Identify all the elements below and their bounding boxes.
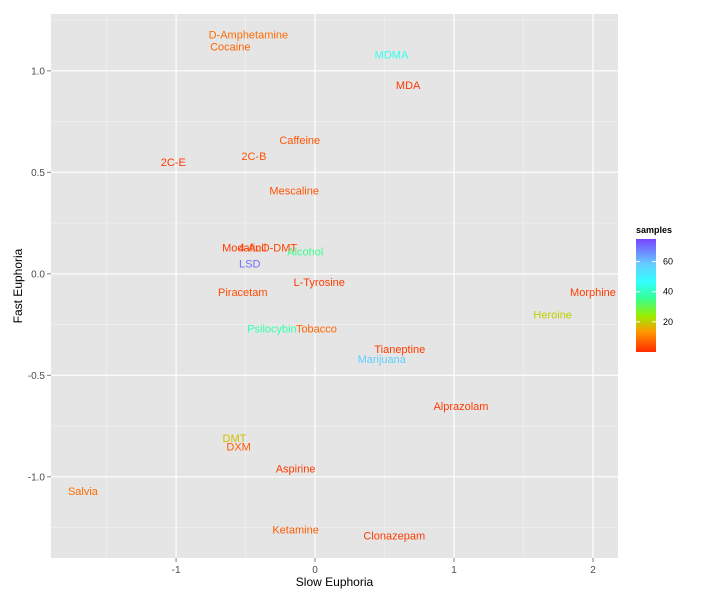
y-tick-label: -1.0	[28, 472, 46, 483]
x-tick-label: 2	[590, 565, 596, 576]
minor-gridlines	[51, 14, 618, 558]
point-label: Aspirine	[276, 464, 316, 476]
point-label: Mescaline	[269, 186, 319, 198]
point-label: Alcohol	[287, 246, 323, 258]
point-label: DMT	[223, 433, 247, 445]
legend-tick-label: 20	[663, 317, 673, 327]
legend-title: samples	[636, 225, 672, 235]
point-label: Caffeine	[279, 135, 320, 147]
point-label: MDA	[396, 80, 421, 92]
y-axis-ticks: 1.0 0.5 0.0 -0.5 -1.0	[28, 66, 51, 483]
point-label: Marijuana	[358, 354, 407, 366]
legend-tick-label: 60	[663, 257, 673, 267]
point-label: LSD	[239, 259, 260, 271]
y-tick-label: 0.0	[31, 269, 45, 280]
y-tick-label: 0.5	[31, 168, 45, 179]
x-axis-title: Slow Euphoria	[296, 575, 374, 589]
point-label: Tianeptine	[374, 344, 425, 356]
legend-ticks: 20 40 60	[636, 257, 673, 327]
point-label: Heroine	[533, 309, 572, 321]
x-tick-label: -1	[172, 565, 181, 576]
point-label: Ketamine	[272, 525, 318, 537]
point-label: Modafinil	[222, 242, 266, 254]
x-axis-ticks: -1 0 1 2	[172, 558, 596, 576]
point-label: Psilocybin	[247, 324, 297, 336]
major-gridlines	[51, 14, 618, 558]
point-label: Piracetam	[218, 287, 268, 299]
point-label: 4-AcO-DMT	[238, 242, 297, 254]
point-label: D-Amphetamine	[209, 29, 288, 41]
point-label: Alprazolam	[433, 401, 488, 413]
x-tick-label: 0	[312, 565, 318, 576]
point-label: Tobacco	[296, 324, 337, 336]
y-tick-label: 1.0	[31, 66, 45, 77]
x-tick-label: 1	[451, 565, 457, 576]
legend-tick-label: 40	[663, 287, 673, 297]
point-label: MDMA	[375, 50, 409, 62]
point-label: 2C-E	[161, 157, 186, 169]
y-axis-title: Fast Euphoria	[11, 248, 25, 323]
y-tick-label: -0.5	[28, 371, 46, 382]
point-label: Salvia	[68, 486, 99, 498]
point-label: DXM	[226, 441, 250, 453]
point-label: L-Tyrosine	[294, 277, 345, 289]
legend: samples 20 40 60	[636, 225, 673, 352]
point-label: Morphine	[570, 287, 616, 299]
point-label: Cocaine	[210, 41, 250, 53]
point-label: 2C-B	[241, 151, 266, 163]
legend-colorbar	[636, 239, 656, 352]
point-label: Clonazepam	[363, 531, 425, 543]
